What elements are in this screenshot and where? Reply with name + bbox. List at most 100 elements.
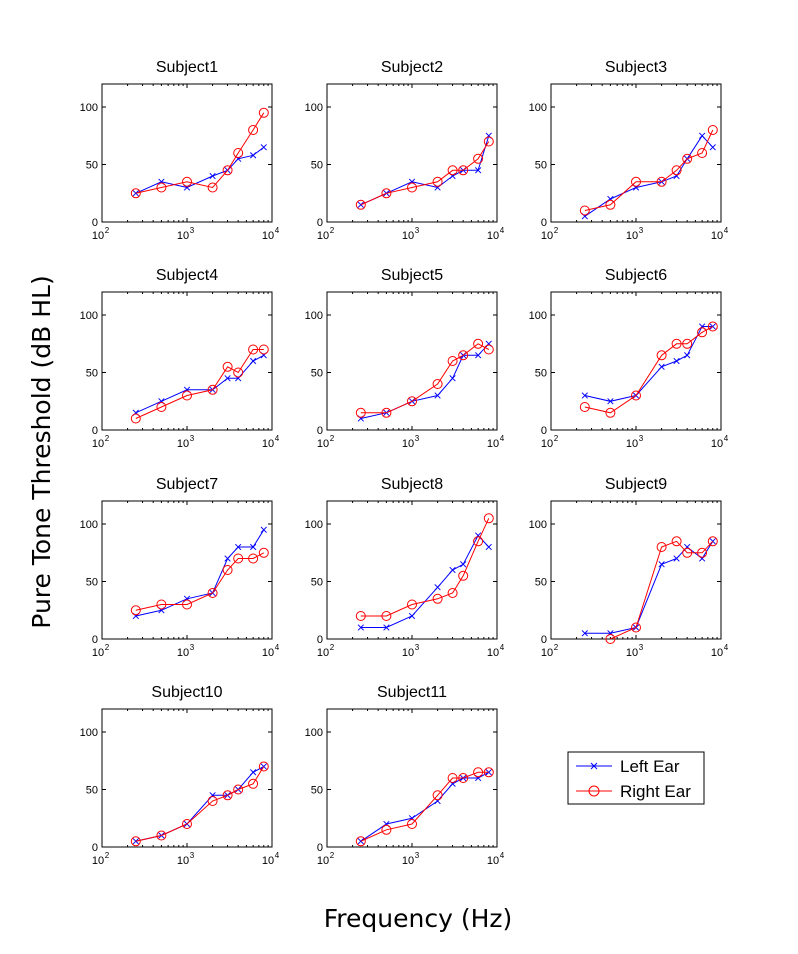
x-tick-label: 10 [317,438,329,450]
x-tick-label: 10 [541,230,553,242]
subplot-title: Subject6 [605,267,667,284]
left-ear-point [709,144,716,151]
left-ear-point [581,392,588,399]
x-tick-label: 10 [711,647,723,659]
x-tick-exponent: 3 [190,434,195,443]
right-ear-point [458,350,469,361]
x-tick-exponent: 3 [415,434,420,443]
right-ear-point [458,165,469,176]
x-tick-label: 10 [262,438,274,450]
left-ear-point [209,172,216,180]
right-ear-point [248,778,259,789]
right-ear-point [447,773,458,783]
x-tick-exponent: 3 [190,851,195,860]
left-ear-point [581,630,588,637]
x-tick-label: 10 [262,647,274,659]
right-ear-point [473,153,484,164]
x-tick-exponent: 2 [105,851,110,860]
right-ear-point [248,553,259,564]
right-ear-point [381,824,392,835]
right-ear-point [207,384,218,395]
plot-area [550,291,722,431]
right-ear-point [233,553,244,564]
y-tick-label: 0 [317,634,323,646]
right-ear-point [483,767,494,778]
x-tick-label: 10 [177,855,189,867]
right-ear-point [605,634,616,644]
x-tick-exponent: 3 [639,226,644,235]
x-tick-exponent: 4 [275,226,280,235]
right-ear-point [458,773,469,783]
left-ear-point [434,584,441,591]
x-tick-exponent: 2 [105,643,110,652]
x-tick-exponent: 4 [500,226,505,235]
figure-ylabel: Pure Tone Threshold (dB HL) [27,275,56,628]
y-tick-label: 100 [305,102,323,114]
left-ear-line [135,146,265,194]
x-tick-label: 10 [92,647,104,659]
right-ear-point [222,361,233,372]
left-ear-point [235,543,242,551]
x-tick-exponent: 2 [330,226,335,235]
left-ear-point [434,392,441,399]
right-ear-point [222,790,233,801]
right-ear-point [671,536,682,547]
x-tick-exponent: 2 [554,226,559,235]
right-ear-point [233,784,244,795]
left-ear-point [260,144,267,151]
right-ear-point [473,536,484,547]
left-ear-point [449,566,456,574]
subplot-title: Subject9 [605,476,667,493]
left-ear-point [673,357,680,365]
x-tick-exponent: 3 [415,851,420,860]
y-tick-label: 50 [535,577,547,589]
left-ear-point [658,561,665,568]
left-ear-point [449,375,456,382]
right-ear-point [182,819,192,829]
y-tick-label: 50 [311,785,323,797]
x-tick-exponent: 3 [415,226,420,235]
right-ear-point [407,396,417,407]
left-ear-point [383,624,390,631]
right-ear-point [182,599,192,610]
subplot-title: Subject1 [156,59,218,76]
y-tick-label: 100 [529,310,547,322]
right-ear-point [381,188,392,199]
plot-area [550,500,722,640]
y-tick-label: 100 [529,102,547,114]
right-ear-point [182,176,192,187]
x-tick-label: 10 [177,230,189,242]
left-ear-point [607,398,614,405]
subplot-title: Subject4 [156,267,218,284]
left-ear-point [460,561,467,568]
x-tick-exponent: 2 [554,643,559,652]
x-tick-exponent: 2 [330,434,335,443]
right-ear-point [222,165,233,176]
left-ear-point [474,167,482,174]
right-ear-point [355,407,366,418]
y-tick-label: 0 [92,217,98,229]
x-tick-label: 10 [402,230,414,242]
y-tick-label: 0 [541,217,547,229]
right-ear-point [605,199,616,210]
x-tick-label: 10 [402,855,414,867]
right-ear-point [671,338,682,349]
y-tick-label: 0 [541,425,547,437]
right-ear-point [130,605,141,616]
left-ear-point [249,152,257,159]
right-ear-point [355,611,366,621]
left-ear-point [698,132,706,139]
x-tick-exponent: 4 [500,851,505,860]
right-ear-point [407,819,417,829]
right-ear-point [355,199,366,210]
right-ear-point [656,350,667,361]
left-ear-point [224,375,231,382]
plot-area [101,500,273,640]
x-tick-exponent: 4 [275,643,280,652]
